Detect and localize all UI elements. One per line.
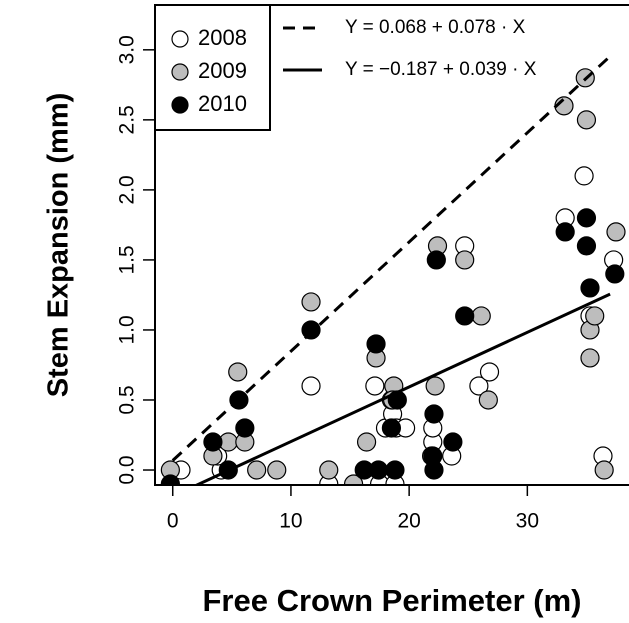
point xyxy=(301,320,321,340)
x-axis-title: Free Crown Perimeter (m) xyxy=(203,583,582,618)
point xyxy=(574,166,594,186)
point xyxy=(385,460,405,480)
point xyxy=(424,404,444,424)
y-tick-label: 3.0 xyxy=(116,35,139,64)
point xyxy=(580,278,600,298)
point xyxy=(576,208,597,228)
point xyxy=(301,292,321,312)
point xyxy=(381,418,402,438)
point xyxy=(247,460,267,480)
fit-legend-label: Y = −0.187 + 0.039 · X xyxy=(345,59,537,80)
point xyxy=(365,376,385,396)
y-axis-title: Stem Expansion (mm) xyxy=(43,93,75,398)
point xyxy=(469,376,489,396)
point xyxy=(424,460,444,480)
point xyxy=(555,222,575,242)
point xyxy=(605,264,625,284)
point xyxy=(426,250,446,270)
y-tick-label: 0.0 xyxy=(116,455,139,484)
point xyxy=(580,348,600,368)
fit-legend-label: Y = 0.068 + 0.078 · X xyxy=(345,17,526,38)
point xyxy=(356,432,377,452)
point xyxy=(606,222,626,242)
y-tick-label: 2.0 xyxy=(116,175,139,204)
plot-area xyxy=(160,55,626,485)
x-tick-label: 20 xyxy=(397,510,420,533)
point xyxy=(478,390,498,410)
x-tick-label: 0 xyxy=(167,510,179,533)
overlay: Y = 0.068 + 0.078 · X Y = −0.187 + 0.039 … xyxy=(154,4,629,486)
point xyxy=(228,362,248,382)
legend-marker xyxy=(171,63,189,81)
y-tick-label: 0.5 xyxy=(116,385,139,414)
point xyxy=(594,460,614,480)
point xyxy=(301,376,321,396)
point xyxy=(443,432,463,452)
legend-marker xyxy=(171,96,189,114)
point xyxy=(425,376,445,396)
point xyxy=(319,460,339,480)
point xyxy=(455,306,475,326)
y-tick-label: 1.0 xyxy=(116,315,139,344)
point xyxy=(576,110,597,130)
point xyxy=(471,306,491,326)
point xyxy=(235,418,255,438)
x-tick-label: 10 xyxy=(279,510,302,533)
legend-label: 2008 xyxy=(198,25,247,50)
legend-label: 2010 xyxy=(198,91,247,116)
legend-marker xyxy=(171,30,189,48)
point xyxy=(267,460,287,480)
point xyxy=(576,236,597,256)
legend-label: 2009 xyxy=(198,58,247,83)
point xyxy=(455,250,475,270)
x-tick-label: 30 xyxy=(516,510,539,533)
plot-frame xyxy=(154,4,629,486)
fit-line xyxy=(193,292,611,485)
point xyxy=(203,432,223,452)
point xyxy=(366,334,386,354)
point xyxy=(479,362,500,382)
y-tick-label: 1.5 xyxy=(116,245,139,274)
point xyxy=(368,460,389,480)
y-tick-label: 2.5 xyxy=(116,105,139,134)
point xyxy=(585,306,605,326)
